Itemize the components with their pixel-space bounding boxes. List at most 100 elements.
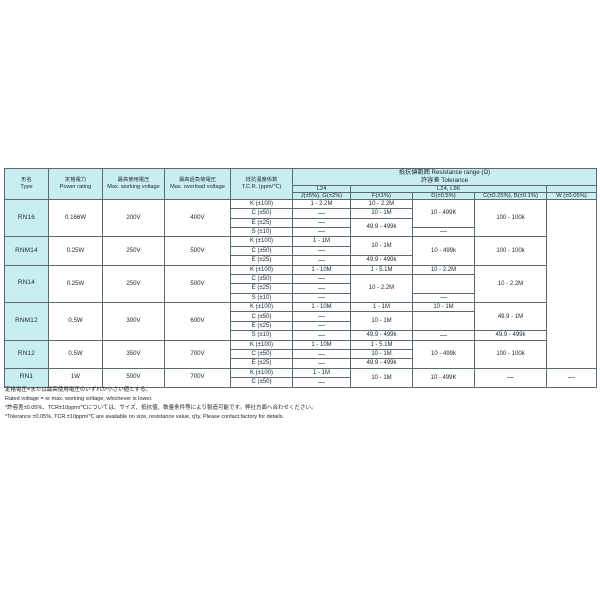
header-tolerance-j-g: J(±5%), G(±2%) [292,191,351,200]
footnote-1: 定格電圧=または最高使用電圧のいずれか小さい値とする。 [5,387,152,393]
cell-resistance-j-g: — [292,273,351,285]
cell-resistance-c-b: 49.9 - 1M [474,302,547,332]
cell-resistance-f: 10 - 2.2M [350,273,413,304]
table-row: C (±50) —10 - 1M [5,208,597,219]
cell-resistance-f: 10 - 1M [350,236,413,257]
cell-tcr: K (±100) [230,302,293,313]
cell-resistance-f: 10 - 1M [350,208,413,219]
header-max-overload-voltage: 最高過負荷電圧 Max. overload voltage [164,168,231,200]
cell-tcr: K (±100) [230,367,293,379]
cell-tcr: S (±10) [230,292,293,304]
cell-resistance-c-b: 10 - 2.2M [474,264,547,304]
header-tolerance-d: D(±0.5%) [412,191,475,200]
cell-resistance-d: — [412,292,475,304]
cell-resistance-j-g: — [292,377,351,388]
cell-max-working-voltage: 250V [102,264,165,304]
cell-power-rating: 1W [48,367,103,388]
cell-resistance-c-b: 100 - 100k [474,236,547,266]
cell-resistance-f: 10 - 1M [350,348,413,360]
cell-resistance-f: 1 - 5.1M [350,264,413,275]
header-tolerance-c-b: C(±0.25%), B(±0.1%) [474,191,547,200]
table-row: E (±25) —49.9 - 499k [5,255,597,266]
cell-resistance-j-g: — [292,358,351,369]
table-row: C (±50) — [5,377,597,388]
cell-power-rating: 0.5W [48,339,103,369]
cell-resistance-j-g: — [292,255,351,266]
table-row: C (±50) —10 - 1M [5,311,597,332]
cell-resistance-c-b: 49.9 - 499k [474,330,547,341]
cell-resistance-d: 10 - 499k [412,339,475,369]
cell-resistance-j-g: — [292,292,351,304]
cell-tcr: K (±100) [230,339,293,351]
cell-resistance-d [412,311,475,332]
cell-resistance-j-g: — [292,217,351,228]
footnote-3: *許容差±0.05%、TCR±10ppm/℃については、サイズ、抵抗値、数量条件… [5,404,317,411]
cell-resistance-j-g: 1 - 10M [292,339,351,351]
cell-resistance-d: 10 - 499K [412,367,475,388]
cell-resistance-c-b: 100 - 100k [474,198,547,238]
cell-resistance-j-g: — [292,330,351,341]
cell-power-rating: 0.166W [48,198,103,238]
cell-resistance-d: 10 - 499k [412,236,475,266]
cell-resistance-j-g: — [292,348,351,360]
table-row: RN1 1W 500V 700V K (±100) 1 - 1M 10 - 1M 10 - 4… [4,367,598,388]
cell-max-overload-voltage: 600V [164,302,231,341]
header-power-rating: 定格電力 Power rating [48,168,103,200]
cell-resistance-j-g: — [292,320,351,332]
cell-resistance-f: 49.9 - 499k [350,358,413,369]
header-series-l24-l96: L24, L96 [350,184,547,193]
header-tcr: 抵抗温度係数 T.C.R. (ppm/℃) [230,168,293,200]
cell-tcr: C (±50) [230,311,293,322]
cell-type: RNM12 [4,302,49,341]
header-type: 形名 Type [4,168,49,200]
cell-resistance-f: 49.9 - 499k [350,217,413,238]
cell-tcr: E (±25) [230,283,293,294]
header-series-l24: L24 [292,184,351,193]
cell-resistance-j-g: — [292,245,351,257]
header-tolerance-f: F(±1%) [350,191,413,200]
cell-tcr: E (±25) [230,358,293,369]
specification-table: 形名 Type 定格電力 Power rating 最高使用電圧 Max. wo… [4,168,598,388]
table-row: RN16 0.166W 200V 400V K (±100) 1 - 2.2M 10 - 2… [4,198,598,369]
cell-power-rating: 0.5W [48,302,103,341]
header-max-working-voltage: 最高使用電圧 Max. working voltage [102,168,165,200]
header-resistance-range-group: 抵抗値範囲 Resistance range (Ω) 許容差 Tolerance [291,168,598,186]
cell-resistance-c-b: — [474,367,547,388]
cell-tcr: E (±25) [230,320,293,332]
cell-tcr: K (±100) [230,198,293,210]
cell-tcr: S (±10) [230,330,293,341]
cell-tcr: C (±50) [230,273,293,285]
cell-type: RN1 [4,367,49,388]
cell-max-working-voltage: 200V [102,198,165,238]
cell-resistance-c-b: 100 - 100k [474,339,547,369]
cell-resistance-f: 1 - 5.1M [350,339,413,351]
cell-max-overload-voltage: 400V [164,198,231,238]
cell-tcr: C (±50) [230,348,293,360]
table-row: RNM12 0.5W 300V 600V K (±100) 1 - 10M 1 - 1M 10… [4,302,597,341]
cell-resistance-j-g: — [292,283,351,294]
cell-resistance-d: — [412,330,475,341]
cell-resistance-f: 49.9 - 499k [350,330,413,341]
cell-max-overload-voltage: 700V [164,339,231,369]
table-row: RN14 0.25W 250V 500V K (±100) 1 - 10M 1 - 5.1M… [4,264,597,304]
cell-resistance-f: 1 - 1M [350,302,413,313]
cell-resistance-j-g: — [292,226,351,238]
cell-power-rating: 0.25W [48,264,103,304]
cell-resistance-d: — [412,226,475,238]
cell-resistance-j-g: 1 - 1M [292,367,351,379]
cell-resistance-j-g: 1 - 10M [292,264,351,275]
cell-resistance-d: 10 - 499K [412,198,475,228]
cell-tcr: C (±50) [230,245,293,257]
cell-resistance-d [412,273,475,294]
table-body: RN16 0.166W 200V 400V K (±100) 1 - 2.2M 10 - 2… [4,198,598,388]
cell-power-rating: 0.25W [48,236,103,266]
cell-tcr: S (±10) [230,226,293,238]
cell-max-overload-voltage: 500V [164,236,231,266]
footnote-4: *Tolerance ±0.05%, TCR ±10ppm/℃ are avai… [5,413,285,420]
header-tolerance-w: W (±0.05%) [545,191,598,200]
cell-resistance-f: 10 - 2.2M [350,198,413,210]
table-header: 形名 Type 定格電力 Power rating 最高使用電圧 Max. wo… [4,168,598,200]
cell-type: RN12 [4,339,49,369]
header-series-blank [545,184,598,193]
cell-resistance-w: — [545,367,598,388]
